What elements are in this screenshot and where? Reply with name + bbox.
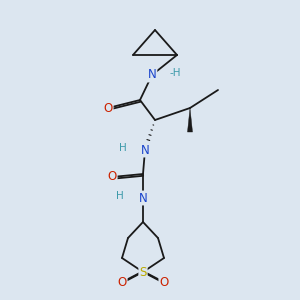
Text: -H: -H <box>170 68 182 78</box>
Polygon shape <box>188 108 193 132</box>
Text: S: S <box>139 266 147 278</box>
Text: N: N <box>139 191 147 205</box>
Text: N: N <box>141 143 149 157</box>
Text: N: N <box>148 68 156 82</box>
Text: H: H <box>119 143 127 153</box>
Text: O: O <box>107 170 117 184</box>
Text: O: O <box>103 101 112 115</box>
Text: O: O <box>159 277 169 290</box>
Text: H: H <box>116 191 124 201</box>
Text: O: O <box>117 277 127 290</box>
